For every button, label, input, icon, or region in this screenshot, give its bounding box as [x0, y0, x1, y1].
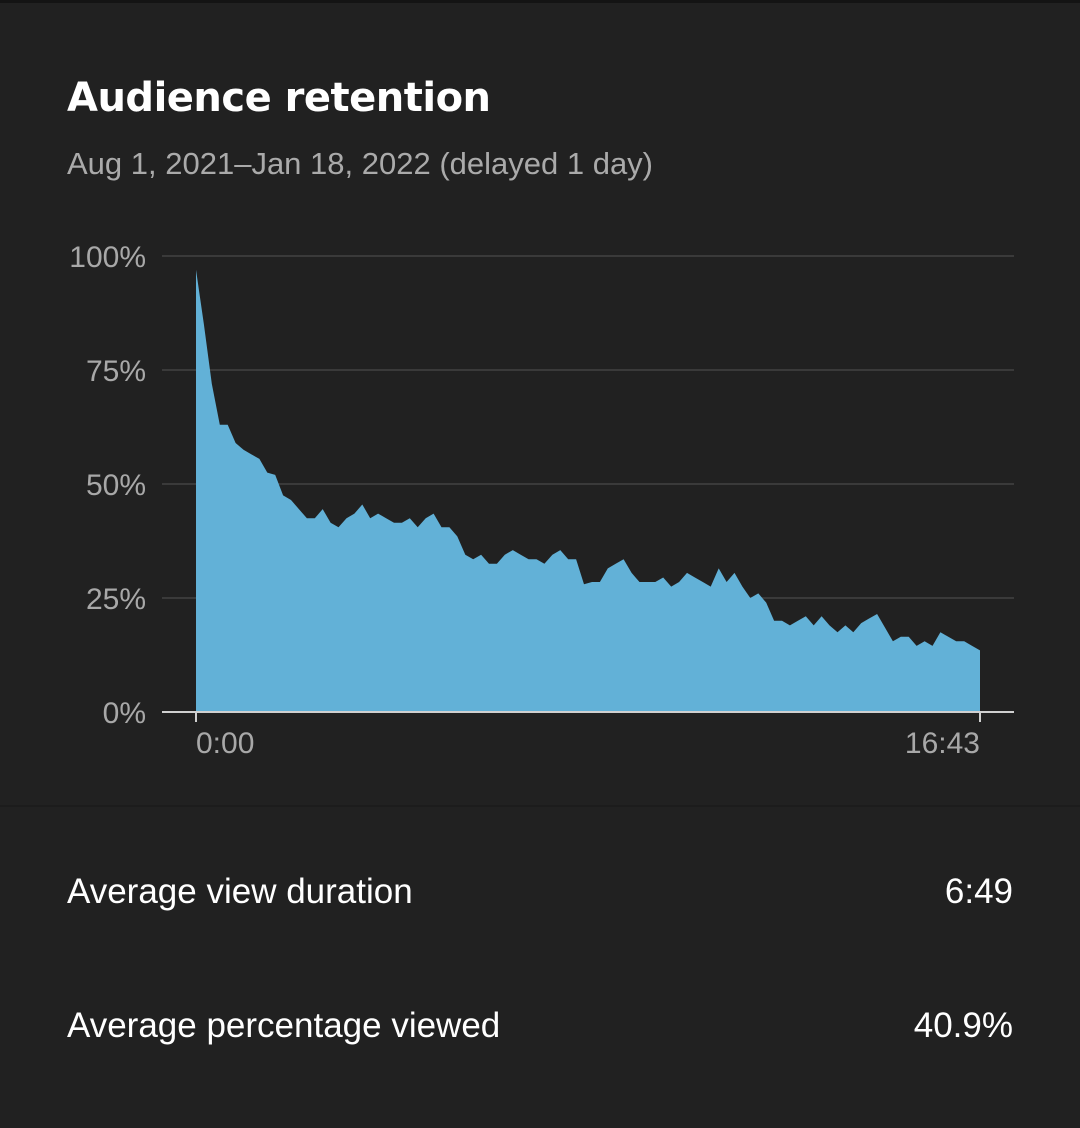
stat-value: 6:49: [944, 872, 1013, 911]
y-tick-label: 75%: [86, 355, 146, 388]
x-axis-labels: 0:00 16:43: [196, 727, 980, 760]
stat-row-average-view-duration: Average view duration 6:49: [67, 872, 1013, 922]
stat-label: Average percentage viewed: [67, 1006, 501, 1045]
area-layer: [196, 269, 980, 712]
x-tick-label-start: 0:00: [196, 727, 254, 760]
card-subtitle: Aug 1, 2021–Jan 18, 2022 (delayed 1 day): [67, 146, 654, 181]
card-title: Audience retention: [67, 75, 491, 121]
x-tick-label-end: 16:43: [905, 727, 980, 760]
section-divider: [0, 805, 1080, 807]
y-tick-label: 100%: [69, 241, 146, 274]
y-axis-labels: 100% 75% 50% 25% 0%: [69, 241, 146, 730]
retention-area: [196, 269, 980, 712]
y-tick-label: 25%: [86, 583, 146, 616]
y-tick-label: 0%: [103, 697, 146, 730]
stat-label: Average view duration: [67, 872, 413, 911]
x-axis: [162, 711, 1014, 722]
audience-retention-card[interactable]: Audience retention Aug 1, 2021–Jan 18, 2…: [0, 3, 1080, 805]
retention-chart[interactable]: 100% 75% 50% 25% 0% 0:00 16:43: [0, 3, 1080, 808]
top-rule: [0, 0, 1080, 3]
y-tick-label: 50%: [86, 469, 146, 502]
stat-row-average-percentage-viewed: Average percentage viewed 40.9%: [67, 1006, 1013, 1056]
stat-value: 40.9%: [913, 1006, 1013, 1045]
